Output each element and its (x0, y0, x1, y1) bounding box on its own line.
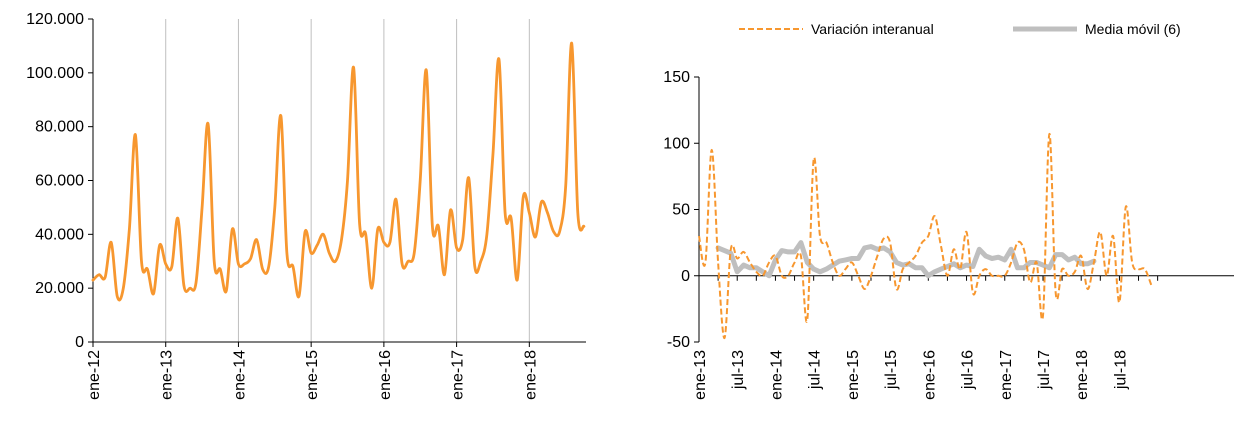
y-tick-label: 100.000 (26, 65, 84, 82)
y-tick-label: 0 (681, 268, 690, 285)
x-tick-label: ene-13 (159, 350, 176, 400)
x-tick-label: ene-13 (692, 350, 709, 400)
y-tick-label: 40.000 (35, 226, 84, 243)
y-tick-label: 100 (663, 135, 690, 152)
year-on-year-line (698, 132, 1153, 340)
x-tick-label: ene-15 (304, 350, 321, 400)
y-tick-label: 20.000 (35, 280, 84, 297)
x-tick-label: ene-16 (377, 350, 394, 400)
x-tick-label: ene-17 (450, 350, 467, 400)
legend-label-moving-average: Media móvil (6) (1085, 21, 1181, 37)
x-tick-label: jul-16 (960, 350, 977, 390)
x-tick-label: jul-18 (1112, 350, 1129, 390)
x-tick-label: jul-14 (807, 350, 824, 390)
y-tick-label: 0 (75, 334, 84, 351)
series-line (91, 41, 586, 302)
x-tick-label: ene-14 (768, 350, 785, 400)
legend-label-year-on-year: Variación interanual (811, 21, 934, 37)
x-tick-label: jul-15 (883, 350, 900, 390)
y-tick-label: 50 (672, 202, 690, 219)
y-tick-label: 150 (663, 69, 690, 86)
y-tick-label: 120.000 (26, 11, 84, 28)
x-tick-label: jul-17 (1036, 350, 1053, 390)
x-tick-label: jul-13 (730, 350, 747, 390)
y-tick-label: -50 (667, 334, 690, 351)
x-tick-label: ene-14 (231, 350, 248, 400)
moving-average-line (715, 240, 1097, 279)
x-tick-label: ene-18 (1074, 350, 1091, 400)
x-tick-label: ene-17 (998, 350, 1015, 400)
y-tick-label: 80.000 (35, 119, 84, 136)
x-tick-label: ene-15 (845, 350, 862, 400)
x-tick-label: ene-18 (522, 350, 539, 400)
year-on-year-variation-chart: -50 0 50 100 150 ene-13 jul-13 ene-14 jul-14 ene-… (663, 21, 1234, 400)
monthly-values-chart: 0 20.000 40.000 60.000 80.000 100.000 120.000 e… (26, 11, 586, 400)
x-tick-label: ene-12 (86, 350, 103, 400)
x-tick-label: ene-16 (921, 350, 938, 400)
y-tick-label: 60.000 (35, 173, 84, 190)
